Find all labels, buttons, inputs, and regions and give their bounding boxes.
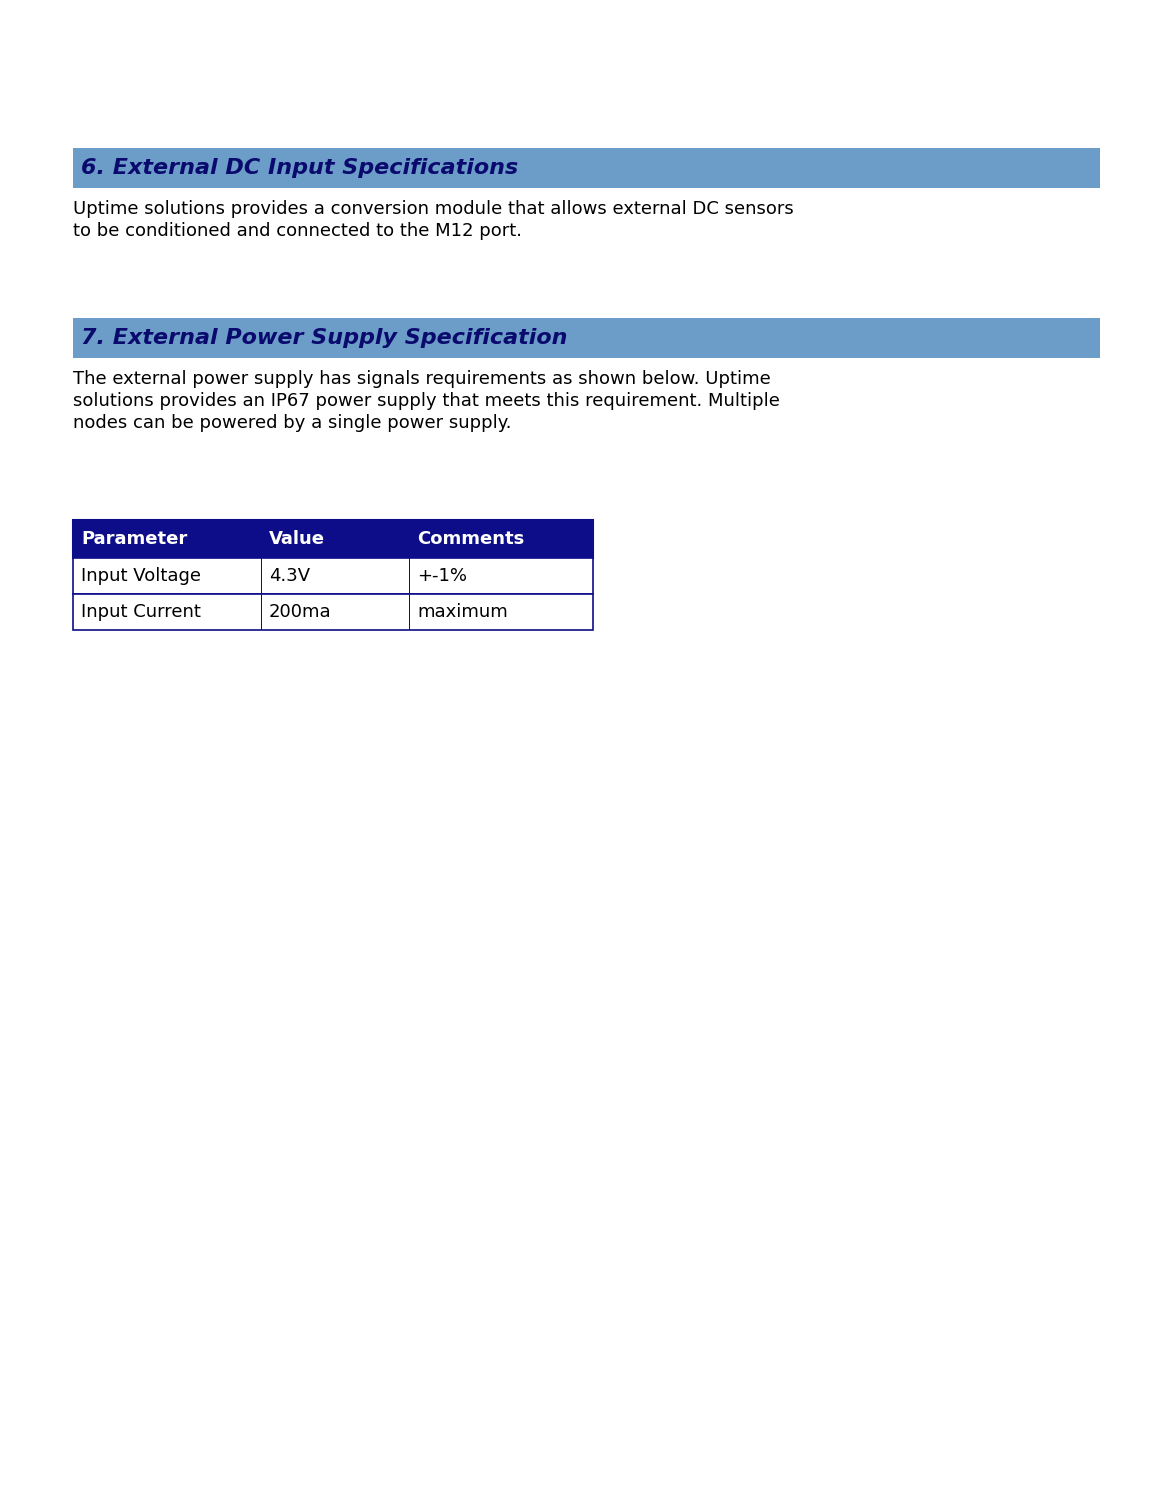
- Text: Comments: Comments: [417, 530, 525, 548]
- Bar: [409, 520, 411, 558]
- Text: solutions provides an IP67 power supply that meets this requirement. Multiple: solutions provides an IP67 power supply …: [73, 393, 780, 411]
- Text: nodes can be powered by a single power supply.: nodes can be powered by a single power s…: [73, 414, 512, 431]
- Bar: [261, 520, 263, 558]
- Text: +-1%: +-1%: [417, 567, 467, 585]
- Text: Parameter: Parameter: [81, 530, 187, 548]
- Text: Value: Value: [269, 530, 325, 548]
- Bar: [73, 594, 593, 630]
- Text: 200ma: 200ma: [269, 603, 331, 621]
- Text: to be conditioned and connected to the M12 port.: to be conditioned and connected to the M…: [73, 222, 522, 240]
- Text: 4.3V: 4.3V: [269, 567, 310, 585]
- Text: 7. External Power Supply Specification: 7. External Power Supply Specification: [81, 328, 567, 348]
- Text: Uptime solutions provides a conversion module that allows external DC sensors: Uptime solutions provides a conversion m…: [73, 200, 794, 218]
- Bar: [73, 148, 1100, 188]
- Text: 6. External DC Input Specifications: 6. External DC Input Specifications: [81, 158, 518, 178]
- Text: Input Current: Input Current: [81, 603, 201, 621]
- Text: maximum: maximum: [417, 603, 507, 621]
- Bar: [409, 594, 410, 630]
- Bar: [73, 558, 593, 594]
- Text: The external power supply has signals requirements as shown below. Uptime: The external power supply has signals re…: [73, 370, 771, 388]
- Bar: [261, 594, 262, 630]
- Bar: [73, 318, 1100, 358]
- Text: Input Voltage: Input Voltage: [81, 567, 201, 585]
- Bar: [73, 520, 593, 558]
- Bar: [409, 558, 410, 594]
- Bar: [261, 558, 262, 594]
